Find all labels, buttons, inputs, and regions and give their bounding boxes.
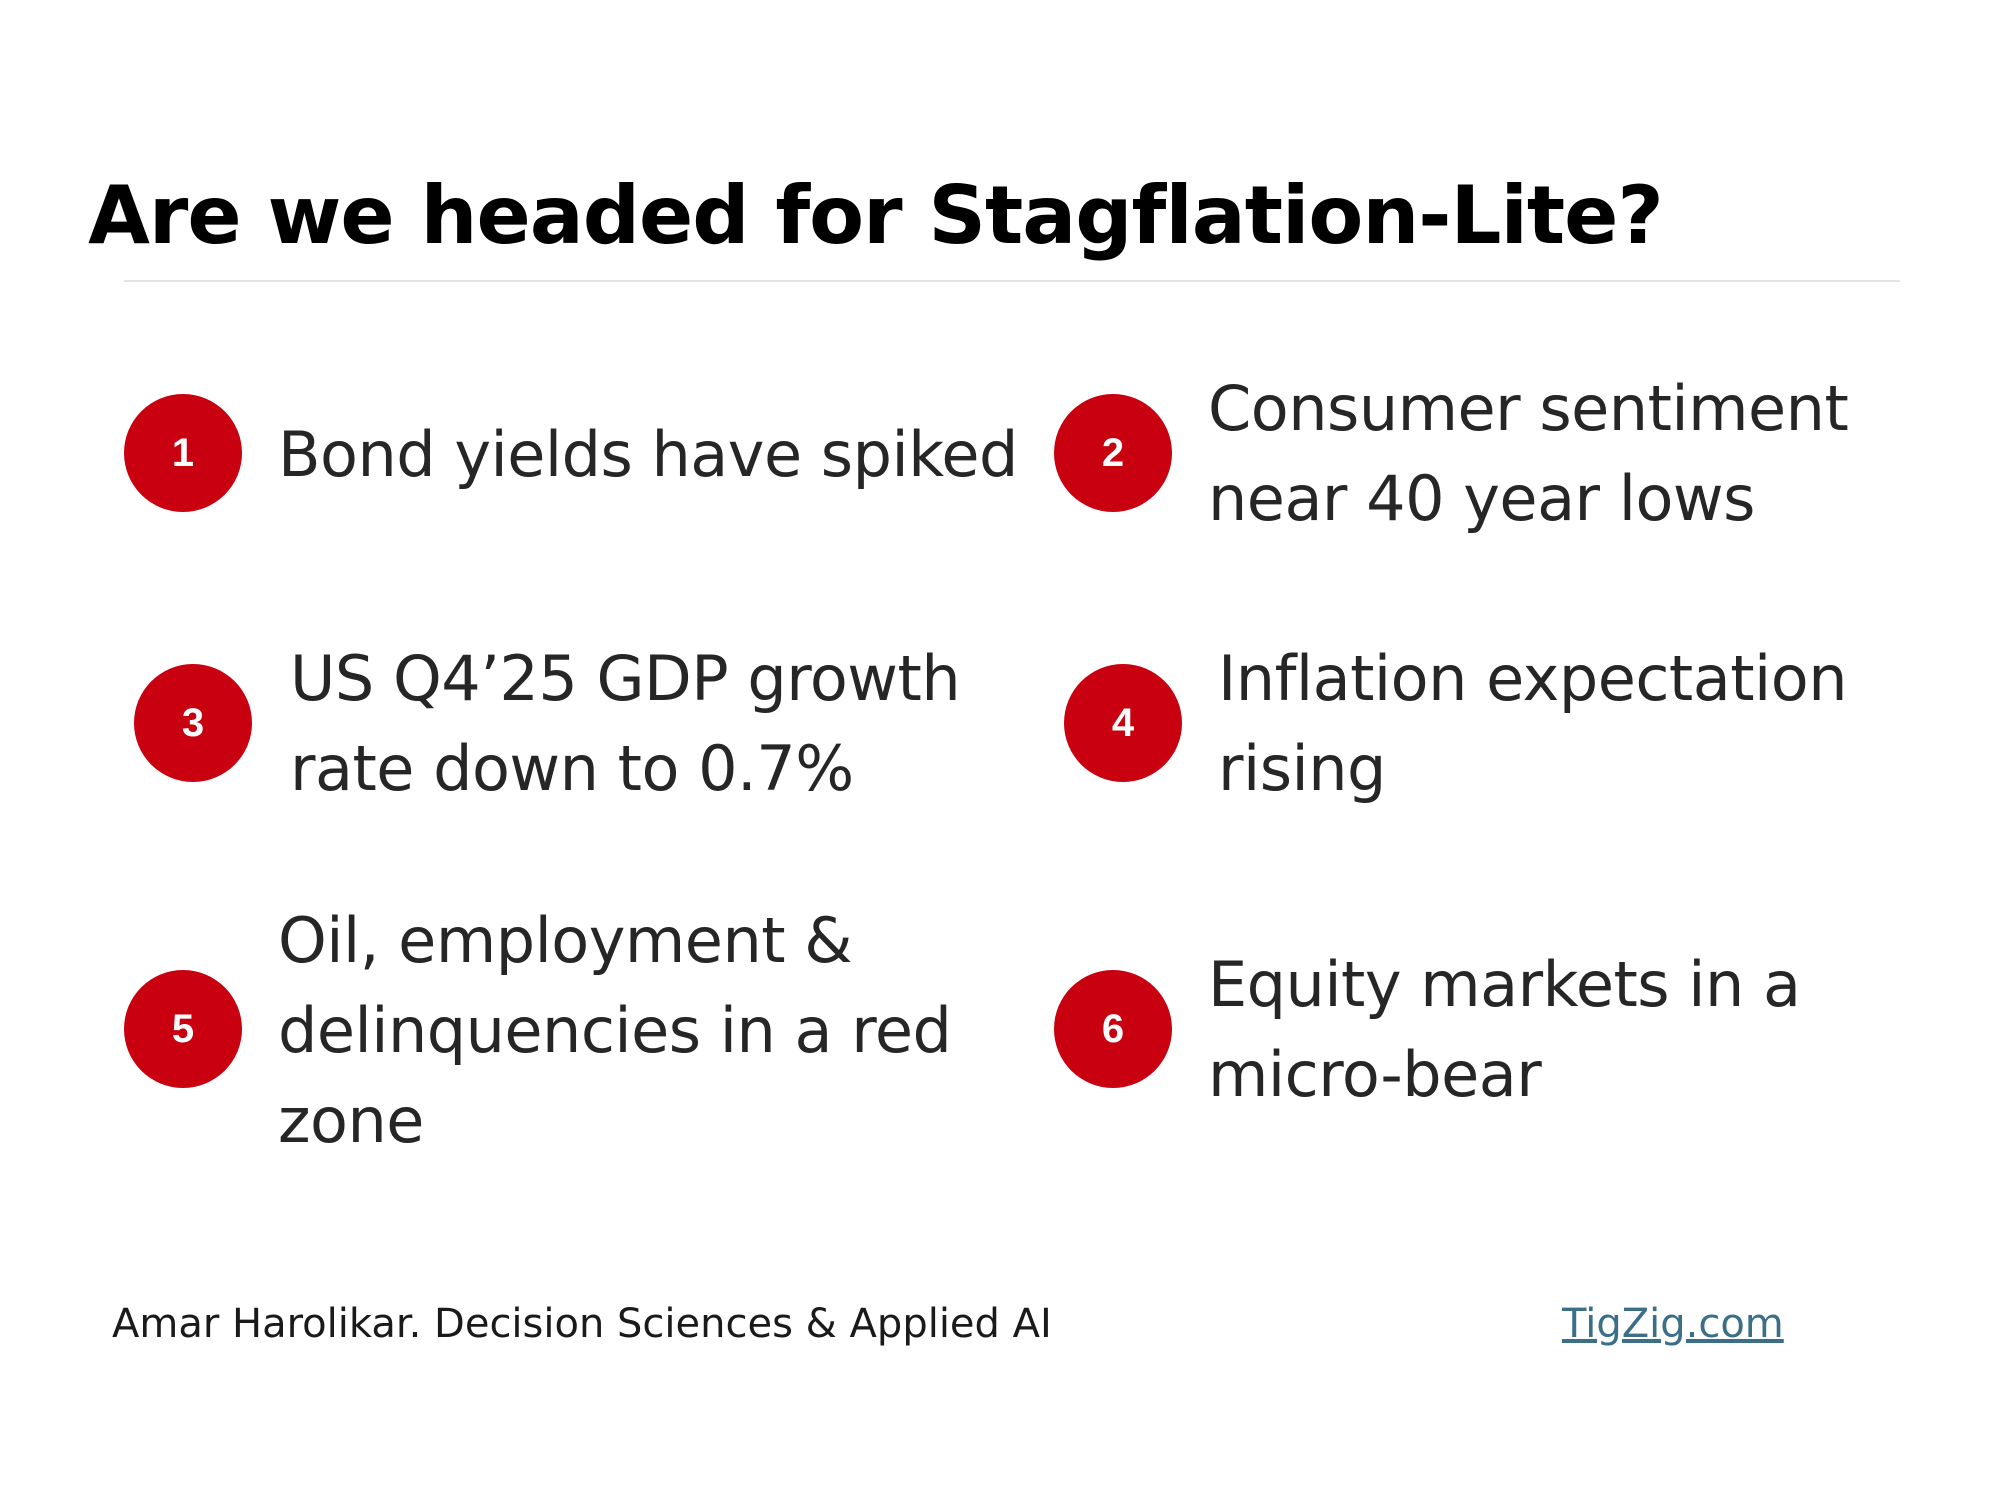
number-badge: 5 bbox=[124, 970, 242, 1088]
number-badge: 2 bbox=[1054, 394, 1172, 512]
point-text: Oil, employment & delinquencies in a red… bbox=[278, 904, 952, 1157]
point-text: Inflation expectation rising bbox=[1218, 642, 1848, 805]
number-badge: 6 bbox=[1054, 970, 1172, 1088]
footer-link[interactable]: TigZig.com bbox=[1562, 1301, 1784, 1347]
number-badge: 4 bbox=[1064, 664, 1182, 782]
point-text: Bond yields have spiked bbox=[278, 418, 1018, 491]
point-text: Equity markets in a micro-bear bbox=[1208, 948, 1801, 1111]
point-text: US Q4’25 GDP growth rate down to 0.7% bbox=[290, 642, 961, 805]
number-badge: 1 bbox=[124, 394, 242, 512]
point-text: Consumer sentiment near 40 year lows bbox=[1208, 372, 1849, 535]
title-divider bbox=[124, 280, 1900, 282]
footer-credit: Amar Harolikar. Decision Sciences & Appl… bbox=[112, 1301, 1052, 1347]
slide-title: Are we headed for Stagflation-Lite? bbox=[88, 169, 1664, 262]
number-badge: 3 bbox=[134, 664, 252, 782]
